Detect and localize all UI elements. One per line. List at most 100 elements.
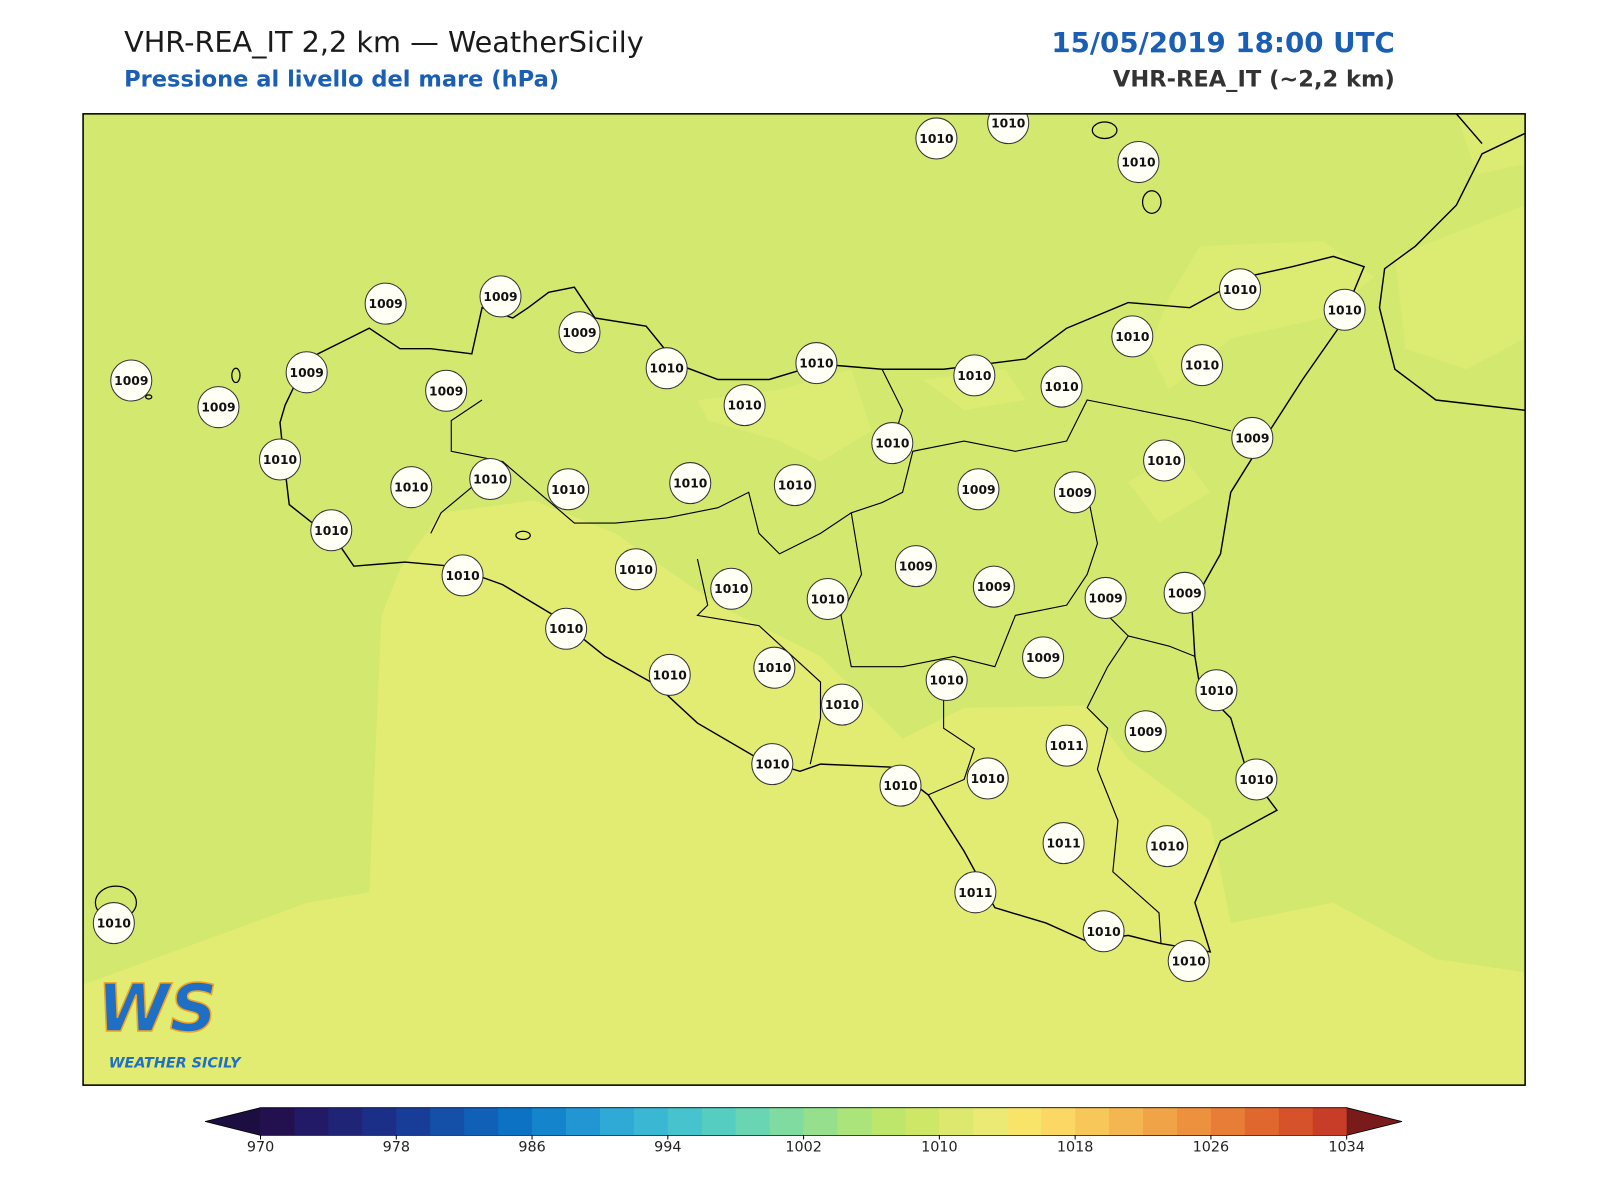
station-marker [751,743,794,786]
station-marker [197,386,240,429]
colorbar-segment [905,1107,940,1136]
station-value: 1010 [1086,925,1120,939]
station: 1009 [1124,710,1167,753]
colorbar-segment [1075,1107,1110,1136]
station-value: 1009 [114,374,148,388]
station-value: 1010 [714,582,748,596]
station: 1010 [1235,758,1278,801]
station: 1010 [821,683,864,726]
map-frame [82,113,1526,1086]
station-marker [953,354,996,397]
station-value: 1010 [97,917,131,931]
station: 1010 [1143,439,1186,482]
subtitle: Pressione al livello del mare (hPa) [124,67,559,93]
station-marker [871,422,914,465]
station-value: 1010 [473,473,507,487]
station-marker [1218,268,1262,311]
colorbar-segment [1041,1107,1076,1136]
station: 1010 [871,422,914,465]
station-value: 1010 [1147,454,1181,468]
station-value: 1010 [1327,303,1361,317]
colorbar-segment [599,1107,635,1136]
station-marker [821,683,864,726]
stations: 1010 1010 1010 1010 1010 1009 1009 1009 1009 1009… [92,113,1366,983]
station: 1010 [469,457,512,500]
station: 1010 [751,743,794,786]
station-value: 1010 [757,661,791,675]
colorbar-segment [803,1107,839,1136]
station-marker [915,117,958,160]
colorbar-tick-label: 1002 [785,1140,822,1156]
station-marker [710,567,753,610]
station-marker [364,282,407,325]
station-value: 1009 [201,401,235,415]
logo-text: WEATHER SICILY [109,1056,242,1072]
station-value: 1010 [619,563,653,577]
station-value: 1010 [1223,283,1257,297]
station: 1009 [285,351,328,394]
station-value: 1010 [825,698,859,712]
station-marker [753,646,796,689]
station-value: 1010 [971,772,1005,786]
colorbar-segment [1312,1107,1348,1136]
title: VHR-REA_IT 2,2 km — WeatherSicily [124,25,644,59]
station-marker [806,577,849,620]
station-marker [773,464,816,507]
station: 1010 [1218,268,1262,311]
station-value: 1011 [1050,739,1084,753]
station-marker [1181,344,1224,387]
station-marker [972,565,1015,608]
colorbar-segment [871,1107,906,1136]
station-value: 1009 [1129,725,1163,739]
station-marker [1124,710,1167,753]
station: 1009 [479,275,522,318]
colorbar-segment [1176,1107,1212,1136]
station-value: 1009 [977,580,1011,594]
colorbar-segment [430,1107,465,1136]
station: 1009 [1022,636,1065,679]
station-marker [879,764,922,807]
colorbar-segment [769,1107,805,1136]
colorbar-segment [532,1107,567,1136]
station-value: 1010 [394,481,428,495]
pressure-zone [83,500,1526,1086]
station-value: 1009 [1089,591,1123,605]
colorbar-tick-label: 970 [247,1140,274,1156]
station-marker [1167,940,1210,983]
station-value: 1009 [1026,651,1060,665]
colorbar-tick-label: 986 [518,1140,545,1156]
station-value: 1009 [290,366,324,380]
colorbar-segment [735,1107,771,1136]
station-value: 1010 [799,357,833,371]
station: 1011 [1042,822,1085,865]
colorbar-segment [1210,1107,1246,1136]
station-marker [723,384,766,427]
station: 1010 [723,384,766,427]
station-marker [795,342,838,385]
station-marker [1231,416,1274,459]
station: 1010 [669,462,712,505]
colorbar-segment [396,1107,431,1136]
station-value: 1009 [429,384,463,398]
station-marker [258,438,302,481]
logo-mark: WS [97,971,217,1047]
colorbar-segment [565,1107,601,1136]
datetime: 15/05/2019 18:00 UTC [1051,26,1394,59]
station-marker [1235,758,1278,801]
colorbar-tick-label: 1018 [1057,1140,1094,1156]
station: 1009 [558,311,601,354]
colorbar-tick-label: 978 [383,1140,410,1156]
station-value: 1011 [1046,837,1080,851]
station-value: 1010 [727,399,761,413]
station-value: 1010 [957,369,991,383]
station: 1010 [648,653,691,696]
station: 1010 [953,354,996,397]
station-marker [648,653,691,696]
station-value: 1010 [551,483,585,497]
station: 1010 [441,554,484,597]
station-value: 1010 [875,437,909,451]
station-value: 1010 [673,477,707,491]
station: 1010 [925,658,968,702]
station-value: 1009 [483,290,517,304]
